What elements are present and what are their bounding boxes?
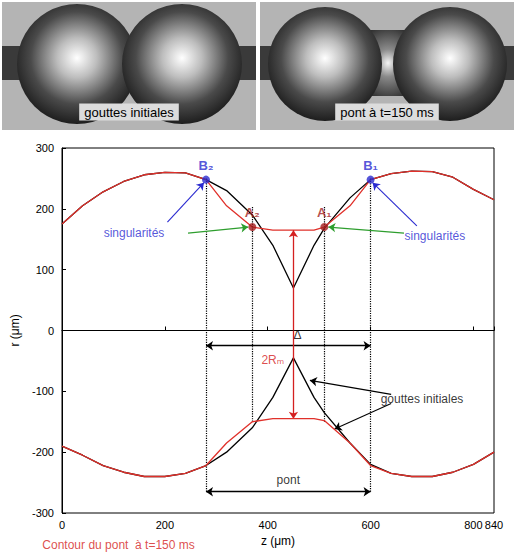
svg-text:800: 800	[464, 519, 482, 531]
svg-text:2Rₘ: 2Rₘ	[261, 353, 284, 367]
svg-text:singularités: singularités	[104, 226, 165, 240]
svg-text:gouttes initiales: gouttes initiales	[84, 105, 174, 120]
svg-text:pont à t=150 ms: pont à t=150 ms	[340, 105, 434, 120]
svg-text:pont: pont	[277, 473, 301, 487]
svg-text:200: 200	[156, 519, 174, 531]
svg-text:400: 400	[259, 519, 277, 531]
svg-text:gouttes initiales: gouttes initiales	[381, 392, 464, 406]
svg-text:z (μm): z (μm)	[261, 534, 295, 548]
svg-text:B₂: B₂	[198, 158, 213, 173]
svg-text:r (μm): r (μm)	[8, 314, 22, 346]
svg-text:200: 200	[36, 203, 54, 215]
svg-text:300: 300	[36, 142, 54, 154]
svg-text:singularités: singularités	[405, 229, 466, 243]
svg-text:A₂: A₂	[245, 205, 260, 220]
svg-text:-300: -300	[32, 507, 54, 519]
svg-text:A₁: A₁	[317, 205, 332, 220]
svg-text:-200: -200	[32, 446, 54, 458]
svg-text:0: 0	[59, 519, 65, 531]
svg-text:B₁: B₁	[363, 158, 378, 173]
svg-text:840: 840	[485, 519, 503, 531]
svg-text:0: 0	[48, 325, 54, 337]
svg-text:Δ: Δ	[294, 328, 302, 342]
svg-text:600: 600	[361, 519, 379, 531]
svg-text:Contour du pont à t=150 ms: Contour du pont à t=150 ms	[42, 538, 194, 552]
svg-text:100: 100	[36, 264, 54, 276]
svg-text:-100: -100	[32, 385, 54, 397]
